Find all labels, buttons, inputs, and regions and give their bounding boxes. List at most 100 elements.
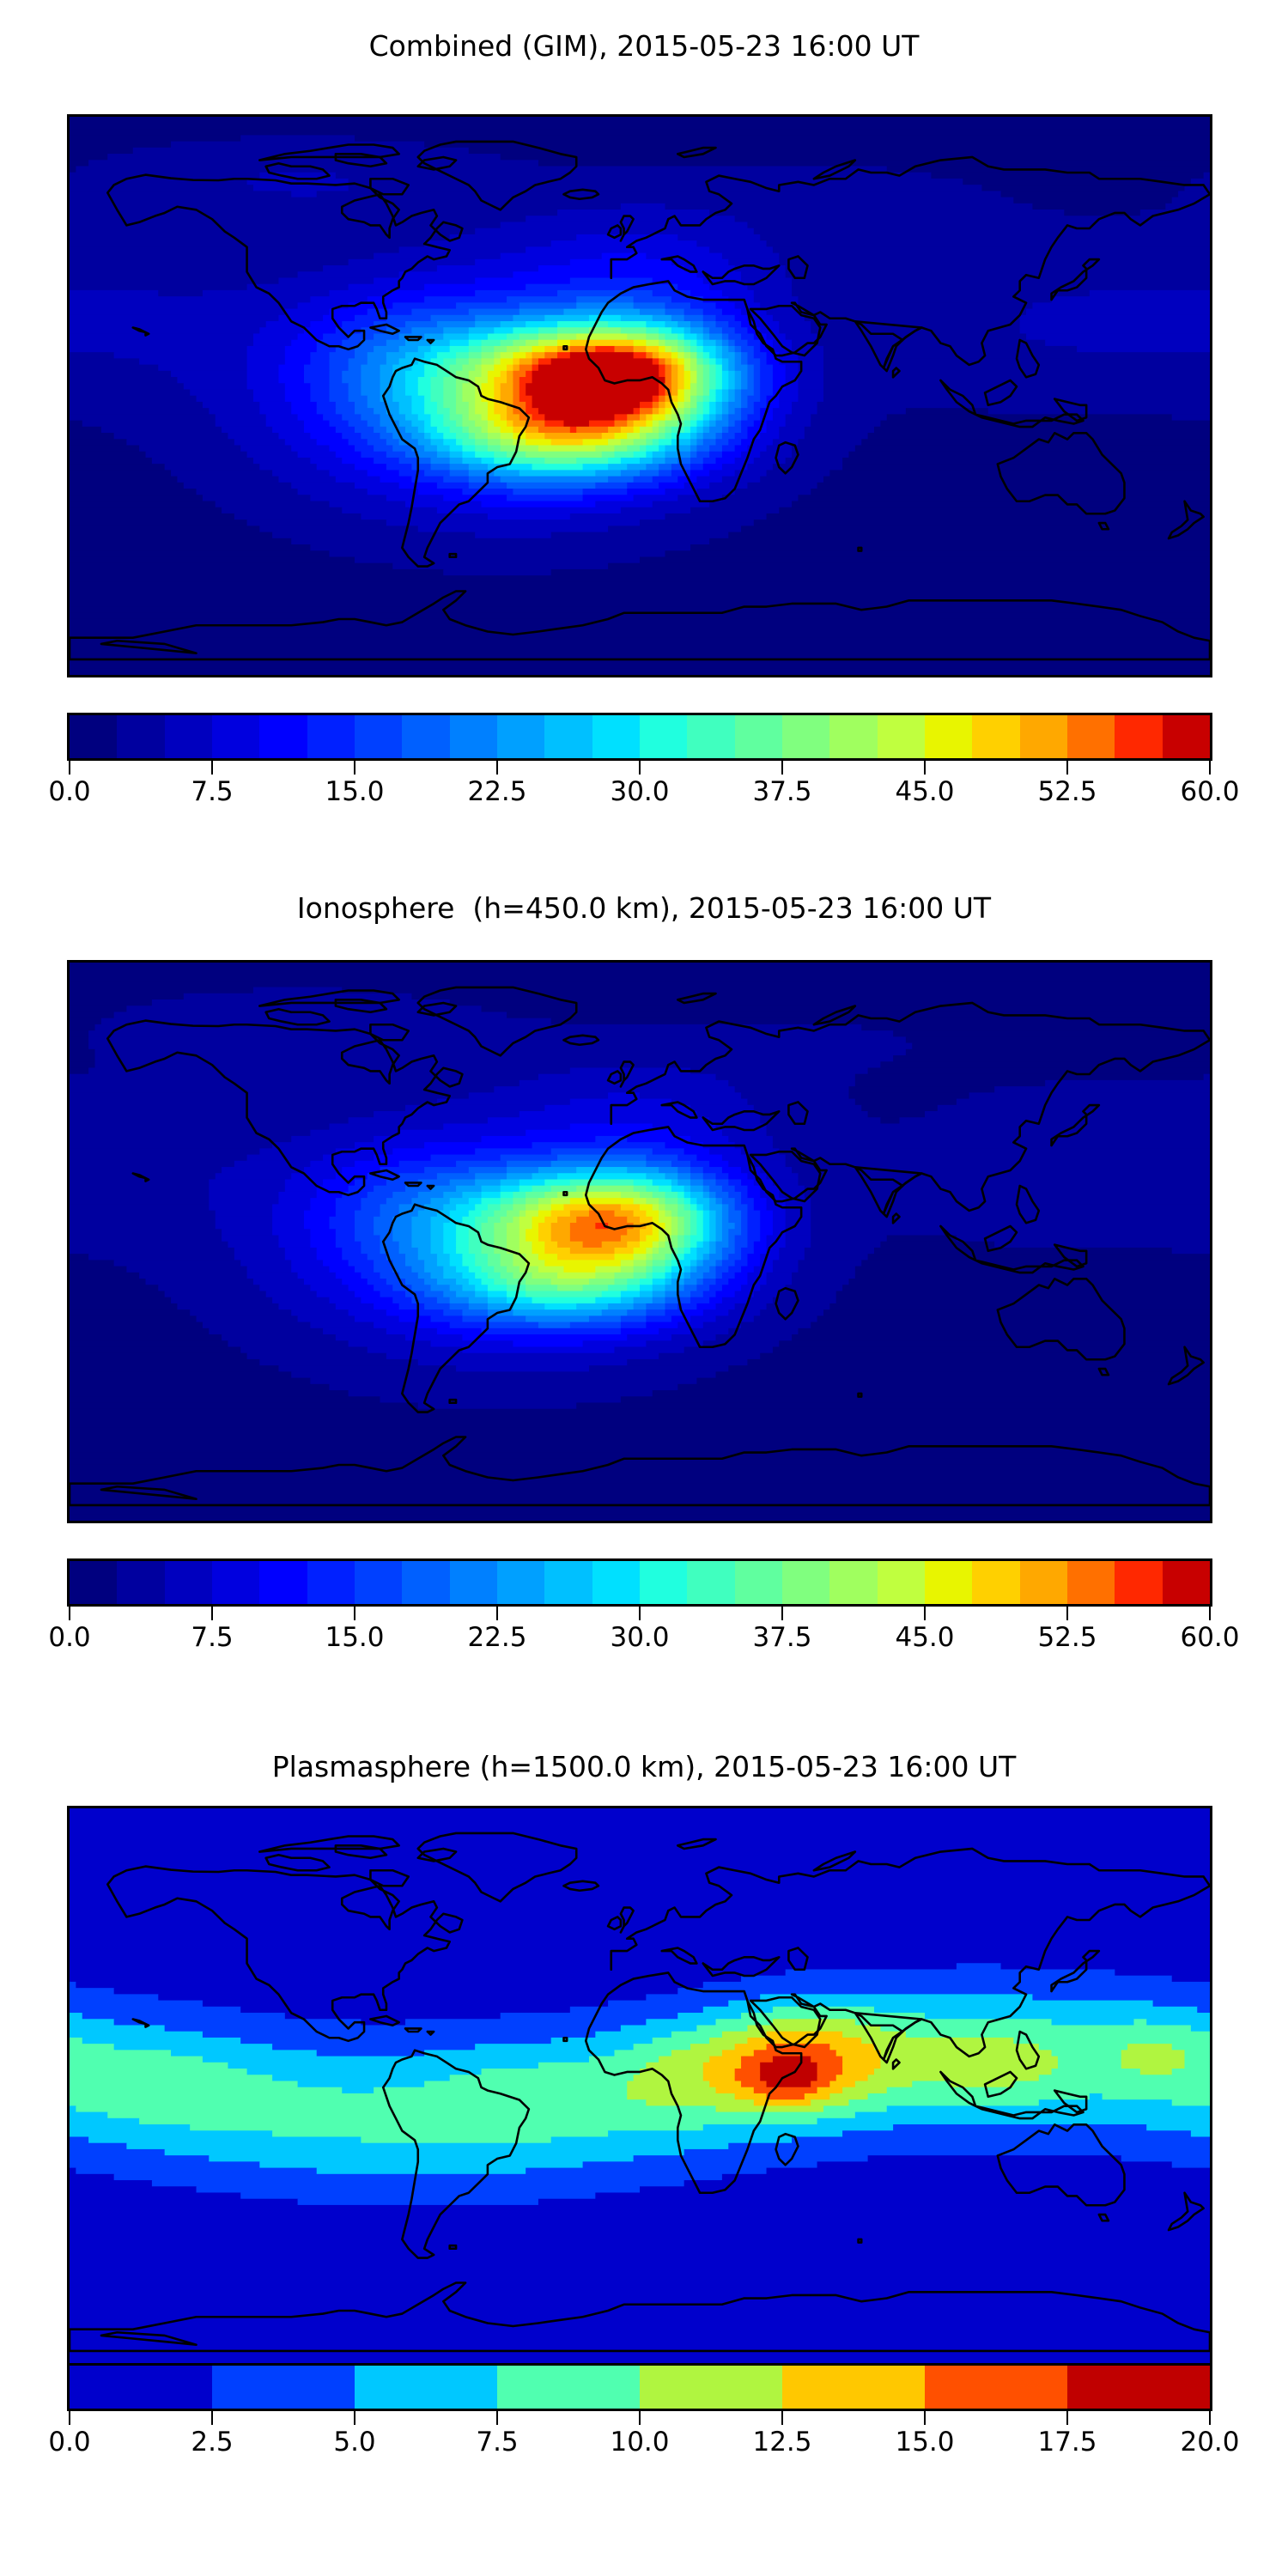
colorbar-tick-labels: 0.0 7.5 15.0 22.5 30.0 37.5 45.0 52.5 60.0 [48,1620,1239,1658]
colorbar-band [877,1561,925,1604]
colorbar-tick-label: 45.0 [895,1622,955,1653]
colorbar-band [924,715,973,758]
colorbar-tick [354,761,355,775]
colorbar-band [1067,2366,1210,2409]
colorbar-tick [211,761,213,775]
colorbar-combined-gim: 0.0 7.5 15.0 22.5 30.0 37.5 45.0 52.5 60.0 [48,713,1240,812]
colorbar-band [925,2366,1067,2409]
colorbar-band [449,715,497,758]
coastlines [70,140,1210,661]
colorbar-band [354,1561,403,1604]
colorbar-tick [69,1607,70,1620]
colorbar-tick [639,761,641,775]
colorbar-band [1115,715,1163,758]
colorbar-tick-label: 60.0 [1180,1622,1240,1653]
colorbar-tick-label: 17.5 [1037,2427,1097,2458]
colorbar-band [449,1561,497,1604]
tec-contour-fill [70,1808,1210,2366]
colorbar-ticks [67,761,1212,775]
colorbar-band [829,715,878,758]
colorbar-tick-label: 45.0 [895,776,955,807]
colorbar-tick-label: 30.0 [610,776,670,807]
colorbar-tick [781,761,783,775]
colorbar-tick [69,2411,70,2425]
panel-title: Plasmasphere (h=1500.0 km), 2015-05-23 1… [271,1750,1017,1783]
colorbar-tick [1066,2411,1068,2425]
colorbar-tick [1066,761,1068,775]
colorbar-band [781,1561,830,1604]
map-ionosphere [67,960,1212,1523]
colorbar-band [734,715,782,758]
colorbar-tick [496,2411,498,2425]
colorbar-band [592,715,640,758]
colorbar-band [117,715,165,758]
map-combined-gim [67,114,1212,677]
colorbar-band [496,1561,545,1604]
colorbar-band [307,715,355,758]
colorbar-tick [639,2411,641,2425]
colorbar-band [70,2366,212,2409]
colorbar-band [972,715,1020,758]
colorbar-gradient [67,1558,1212,1607]
colorbar-tick [639,1607,641,1620]
map-canvas [70,117,1210,675]
colorbar-tick-label: 60.0 [1180,776,1240,807]
colorbar-tick-labels: 0.0 2.5 5.0 7.5 10.0 12.5 15.0 17.5 20.0 [48,2425,1239,2463]
colorbar-tick [1209,1607,1211,1620]
colorbar-tick-label: 20.0 [1180,2427,1240,2458]
colorbar-tick-label: 10.0 [610,2427,670,2458]
colorbar-gradient [67,2363,1212,2411]
colorbar-band [782,2366,925,2409]
colorbar-ionosphere: 0.0 7.5 15.0 22.5 30.0 37.5 45.0 52.5 60.0 [48,1558,1240,1658]
colorbar-band [640,2366,782,2409]
colorbar-band [496,715,545,758]
colorbar-band [117,1561,165,1604]
colorbar-tick-label: 37.5 [752,776,812,807]
colorbar-tick-label: 15.0 [895,2427,955,2458]
panel-combined-gim: Combined (GIM), 2015-05-23 16:00 UT 0.0 7… [0,0,1288,859]
colorbar-tick-labels: 0.0 7.5 15.0 22.5 30.0 37.5 45.0 52.5 60.0 [48,775,1239,812]
colorbar-band [259,1561,307,1604]
colorbar-tick-label: 52.5 [1037,1622,1097,1653]
colorbar-tick [354,2411,355,2425]
colorbar-tick-label: 7.5 [191,1622,234,1653]
colorbar-tick [69,761,70,775]
coastlines [70,986,1210,1507]
colorbar-tick-label: 22.5 [467,1622,527,1653]
colorbar-band [639,1561,688,1604]
colorbar-tick [781,1607,783,1620]
tec-contour-fill [70,963,1210,1521]
colorbar-band [544,715,592,758]
colorbar-band [402,715,450,758]
colorbar-band [829,1561,878,1604]
colorbar-band [70,1561,118,1604]
panel-title: Ionosphere (h=450.0 km), 2015-05-23 16:0… [296,891,992,925]
colorbar-tick-label: 15.0 [325,776,385,807]
colorbar-tick [924,2411,926,2425]
colorbar-tick-label: 22.5 [467,776,527,807]
colorbar-band [592,1561,640,1604]
colorbar-band [1019,715,1067,758]
colorbar-tick [211,1607,213,1620]
colorbar-tick [354,1607,355,1620]
colorbar-tick-label: 2.5 [191,2427,234,2458]
colorbar-tick-label: 52.5 [1037,776,1097,807]
colorbar-tick-label: 0.0 [48,2427,91,2458]
colorbar-band [972,1561,1020,1604]
panel-plasmasphere: Plasmasphere (h=1500.0 km), 2015-05-23 1… [0,1717,1288,2576]
coastlines [70,1832,1210,2353]
colorbar-band [1162,715,1210,758]
colorbar-tick [924,761,926,775]
colorbar-band [1019,1561,1067,1604]
colorbar-tick [496,761,498,775]
panel-title: Combined (GIM), 2015-05-23 16:00 UT [368,29,920,63]
map-canvas [70,963,1210,1521]
colorbar-band [924,1561,973,1604]
panel-ionosphere: Ionosphere (h=450.0 km), 2015-05-23 16:0… [0,859,1288,1717]
colorbar-tick-label: 15.0 [325,1622,385,1653]
colorbar-ticks [67,1607,1212,1620]
colorbar-band [497,2366,640,2409]
colorbar-band [354,715,403,758]
colorbar-tick-label: 5.0 [333,2427,376,2458]
